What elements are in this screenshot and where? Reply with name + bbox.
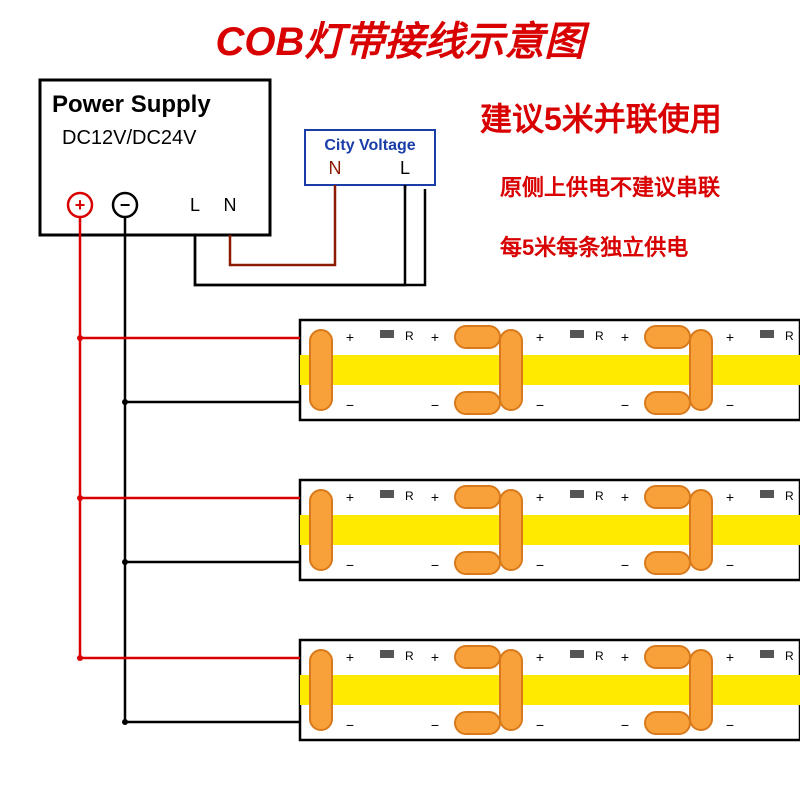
svg-text:−: − (346, 557, 354, 573)
svg-text:−: − (431, 557, 439, 573)
svg-text:+: + (431, 329, 439, 345)
svg-text:−: − (621, 717, 629, 733)
svg-text:−: − (621, 557, 629, 573)
strip-connector-pad (500, 490, 522, 570)
svg-text:+: + (75, 195, 86, 215)
wiring-diagram: COB灯带接线示意图建议5米并联使用原侧上供电不建议串联每5米每条独立供电 Pow… (0, 0, 800, 800)
svg-text:L: L (400, 158, 410, 178)
svg-text:N: N (224, 195, 237, 215)
svg-text:−: − (431, 397, 439, 413)
svg-text:+: + (726, 649, 734, 665)
strip-connector-pad (500, 330, 522, 410)
svg-text:+: + (536, 489, 544, 505)
svg-text:+: + (536, 329, 544, 345)
svg-text:−: − (726, 717, 734, 733)
svg-text:R: R (405, 649, 414, 663)
svg-text:R: R (785, 329, 794, 343)
svg-text:+: + (621, 489, 629, 505)
svg-text:+: + (726, 329, 734, 345)
svg-text:N: N (329, 158, 342, 178)
svg-text:+: + (726, 489, 734, 505)
svg-text:R: R (785, 489, 794, 503)
strip-connector-pad (690, 650, 712, 730)
strip-connector-pad (500, 650, 522, 730)
svg-text:−: − (536, 557, 544, 573)
strip-connector-pad (690, 330, 712, 410)
svg-text:−: − (621, 397, 629, 413)
svg-text:L: L (190, 195, 200, 215)
svg-text:+: + (346, 329, 354, 345)
svg-text:R: R (405, 489, 414, 503)
note-3: 每5米每条独立供电 (500, 235, 688, 260)
svg-text:−: − (536, 717, 544, 733)
svg-text:R: R (595, 649, 604, 663)
strip-connector-pad (690, 490, 712, 570)
svg-text:−: − (431, 717, 439, 733)
note-2: 原侧上供电不建议串联 (500, 175, 720, 200)
svg-text:R: R (595, 329, 604, 343)
svg-text:−: − (346, 397, 354, 413)
psu-voltage: DC12V/DC24V (62, 127, 197, 149)
city-label: City Voltage (324, 137, 415, 154)
svg-text:+: + (431, 489, 439, 505)
svg-text:−: − (536, 397, 544, 413)
svg-text:+: + (346, 489, 354, 505)
psu-label: Power Supply (52, 91, 211, 118)
strip-connector-pad (310, 330, 332, 410)
svg-text:+: + (536, 649, 544, 665)
title: COB灯带接线示意图 (216, 20, 591, 64)
svg-text:+: + (621, 649, 629, 665)
svg-text:R: R (405, 329, 414, 343)
svg-text:R: R (785, 649, 794, 663)
svg-text:−: − (726, 557, 734, 573)
svg-text:−: − (346, 717, 354, 733)
strip-connector-pad (310, 650, 332, 730)
svg-text:+: + (346, 649, 354, 665)
svg-text:+: + (621, 329, 629, 345)
svg-text:−: − (120, 195, 131, 215)
svg-text:−: − (726, 397, 734, 413)
strip-connector-pad (310, 490, 332, 570)
svg-text:+: + (431, 649, 439, 665)
note-1: 建议5米并联使用 (480, 101, 722, 137)
svg-text:R: R (595, 489, 604, 503)
